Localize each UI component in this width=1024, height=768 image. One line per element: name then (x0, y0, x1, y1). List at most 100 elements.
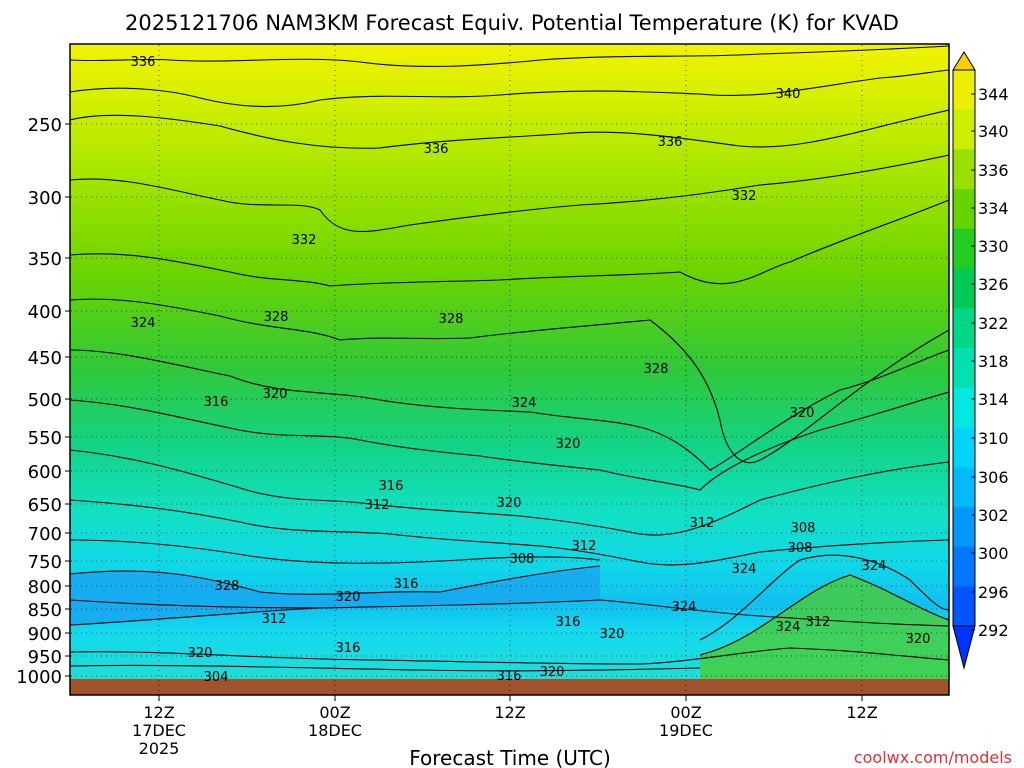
colorbar-label: 302 (978, 506, 1009, 525)
colorbar-top-arrow (952, 51, 976, 71)
y-tick-label: 650 (28, 495, 62, 516)
contour-line (70, 199, 949, 287)
x-tick-label: 19DEC (659, 721, 713, 740)
x-tick-label: 00Z (670, 703, 701, 722)
chart-title: 2025121706 NAM3KM Forecast Equiv. Potent… (125, 11, 899, 35)
contour-line (70, 499, 949, 566)
x-tick-label: 12Z (143, 703, 174, 722)
plot-area: 336 340 336 336 332 332 324 328 328 328 320 316 324 3… (70, 44, 949, 695)
contour-label: 324 (776, 620, 801, 635)
contour-label: 336 (131, 55, 156, 70)
x-tick-label: 12Z (494, 703, 525, 722)
contour-line (70, 607, 321, 626)
y-tick-label: 800 (28, 577, 62, 598)
contour-line (70, 109, 949, 149)
colorbar-segment (953, 506, 975, 548)
contour-label: 324 (732, 562, 757, 577)
x-tick-label: 2025 (139, 739, 180, 758)
x-tick-label: 18DEC (308, 721, 362, 740)
colorbar-segment (953, 228, 975, 270)
colorbar-segment (953, 546, 975, 587)
colorbar-label: 344 (978, 85, 1009, 104)
contour-label: 316 (379, 479, 404, 494)
colorbar-segment (953, 268, 975, 309)
colorbar-segment (953, 427, 975, 468)
contour-lines (70, 45, 949, 672)
colorbar-label: 306 (978, 468, 1009, 487)
contour-label: 320 (790, 406, 815, 421)
contour-label: 324 (672, 600, 697, 615)
contour-label: 328 (644, 362, 669, 377)
contour-label: 320 (336, 590, 361, 605)
contour-label: 320 (540, 665, 565, 680)
contour-label: 316 (394, 577, 419, 592)
colorbar-label: 326 (978, 275, 1009, 294)
contour-line (70, 565, 601, 595)
contour-label: 336 (424, 142, 449, 157)
x-tick-label: 12Z (846, 703, 877, 722)
contour-labels: 336 340 336 336 332 332 324 328 328 328 320 316 324 3… (131, 55, 931, 685)
contour-label: 324 (131, 316, 156, 331)
colorbar-label: 292 (978, 621, 1009, 640)
contour-label: 312 (690, 516, 715, 531)
y-tick-label: 450 (28, 348, 62, 369)
gridlines (71, 45, 949, 695)
contour-label: 324 (512, 396, 537, 411)
colorbar-segment (953, 109, 975, 150)
contour-label: 308 (791, 521, 816, 536)
contour-label: 316 (556, 615, 581, 630)
contour-label: 312 (572, 539, 597, 554)
contour-label: 340 (776, 87, 801, 102)
y-tick-label: 550 (28, 428, 62, 449)
contour-label: 320 (497, 496, 522, 511)
contour-label: 324 (862, 559, 887, 574)
contour-line (70, 449, 949, 536)
y-tick-label: 850 (28, 600, 62, 621)
contour-label: 320 (263, 387, 288, 402)
contour-line (70, 298, 949, 463)
colorbar-label: 300 (978, 544, 1009, 563)
contour-label: 332 (292, 233, 317, 248)
contour-label: 336 (658, 135, 683, 150)
x-axis-title: Forecast Time (UTC) (409, 746, 611, 768)
colorbar-label: 334 (978, 199, 1009, 218)
colorbar-label: 336 (978, 161, 1009, 180)
contour-label: 316 (336, 641, 361, 656)
contour-label: 316 (204, 395, 229, 410)
x-tick-label: 17DEC (132, 721, 186, 740)
contour-label: 312 (262, 612, 287, 627)
contour-line (699, 554, 949, 641)
contour-label: 320 (906, 632, 931, 647)
y-tick-label: 1000 (16, 667, 62, 688)
contour-label: 312 (806, 615, 831, 630)
colorbar-segment (953, 348, 975, 389)
contour-line (70, 45, 949, 68)
colorbar-segment (953, 189, 975, 230)
contour-label: 320 (556, 437, 581, 452)
contour-label: 312 (365, 498, 390, 513)
contour-line (70, 539, 601, 564)
colorbar-label: 322 (978, 314, 1009, 333)
contour-label: 320 (188, 646, 213, 661)
colorbar-bottom-arrow (952, 625, 976, 670)
contour-label: 320 (600, 627, 625, 642)
y-tick-label: 400 (28, 302, 62, 323)
y-tick-label: 250 (28, 115, 62, 136)
contour-line (70, 599, 949, 627)
y-tick-label: 700 (28, 524, 62, 545)
colorbar-segment (953, 70, 975, 111)
contour-line (70, 349, 949, 471)
contour-label: 328 (439, 312, 464, 327)
y-tick-label: 900 (28, 624, 62, 645)
contour-line (70, 154, 949, 233)
colorbar-label: 296 (978, 583, 1009, 602)
y-tick-label: 950 (28, 647, 62, 668)
colorbar-segment (953, 586, 975, 627)
y-tick-label: 500 (28, 390, 62, 411)
contour-label: 328 (215, 579, 240, 594)
y-tick-label: 300 (28, 188, 62, 209)
contour-line (70, 647, 949, 665)
